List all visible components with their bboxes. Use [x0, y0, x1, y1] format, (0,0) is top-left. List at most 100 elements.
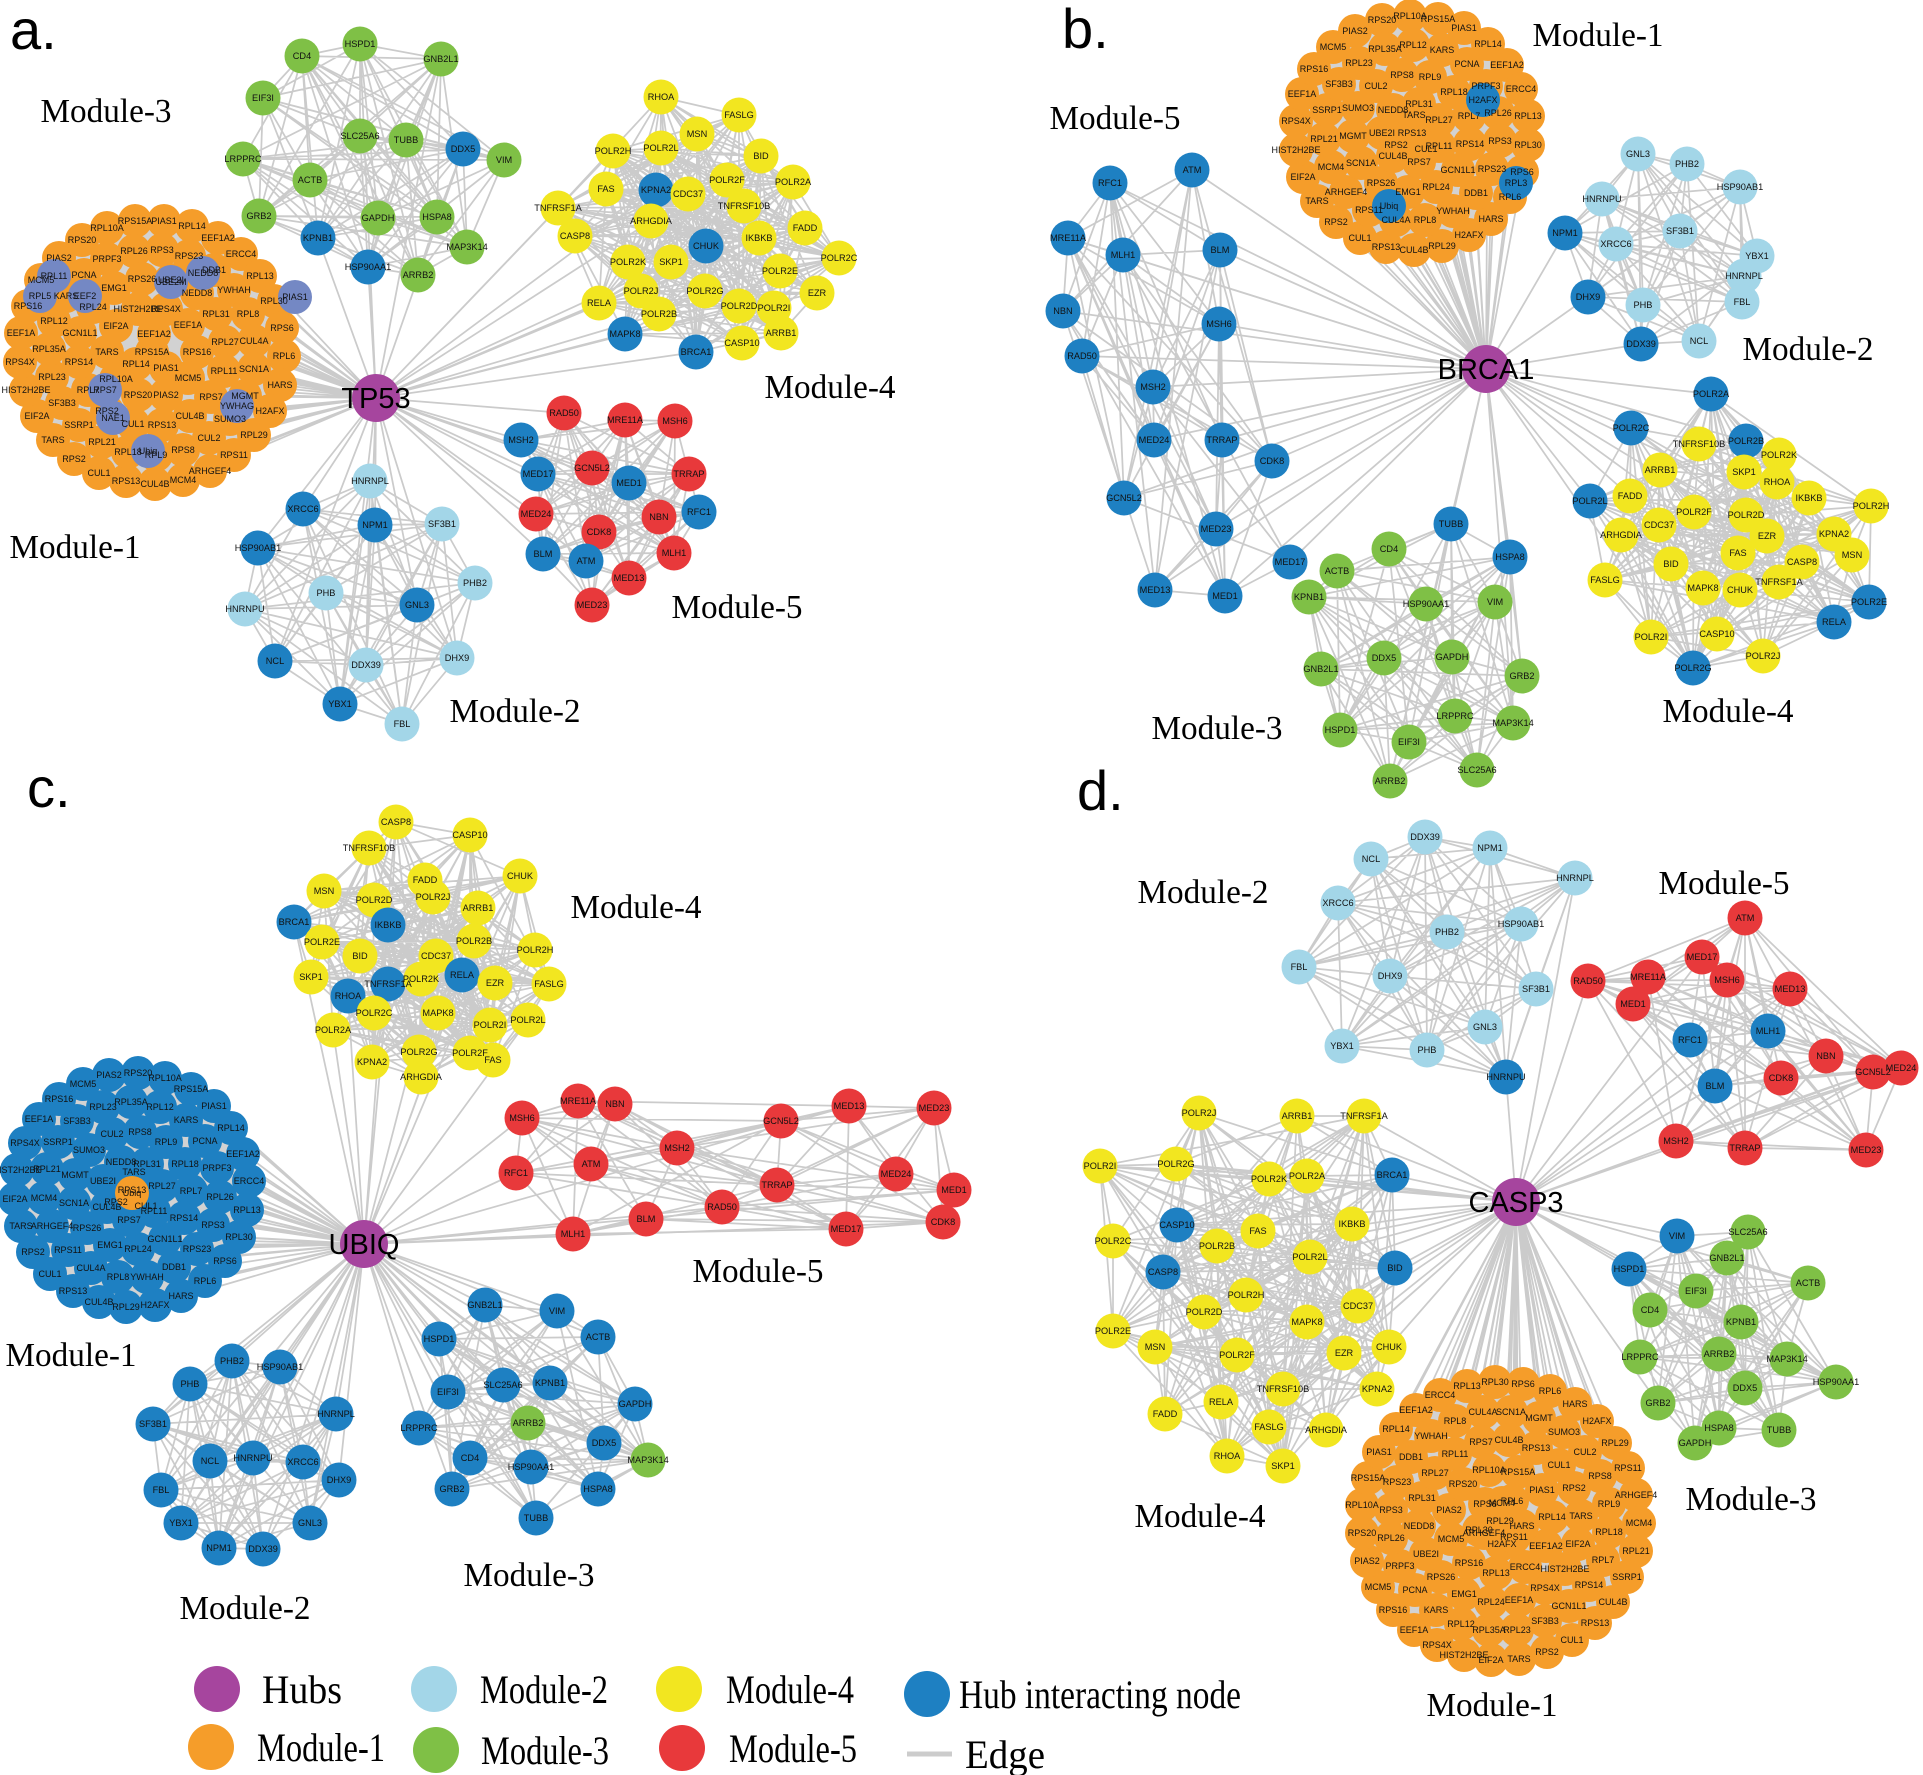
svg-text:ARHGEF4: ARHGEF4 [189, 466, 232, 476]
svg-text:POLR2E: POLR2E [762, 266, 798, 276]
svg-text:RPL11: RPL11 [1442, 1449, 1469, 1459]
svg-text:TUBB: TUBB [1767, 1425, 1792, 1435]
svg-text:MED13: MED13 [1775, 984, 1806, 994]
svg-text:UBIQ: UBIQ [329, 1229, 400, 1261]
svg-text:CUL4B: CUL4B [1378, 151, 1407, 161]
svg-text:SSRP1: SSRP1 [64, 420, 94, 430]
svg-text:POLR2G: POLR2G [1674, 663, 1711, 673]
svg-text:RFC1: RFC1 [1098, 178, 1122, 188]
svg-text:RFC1: RFC1 [1678, 1035, 1702, 1045]
svg-text:NBN: NBN [649, 512, 668, 522]
svg-text:FADD: FADD [1618, 491, 1643, 501]
svg-text:RPL29: RPL29 [240, 430, 268, 440]
svg-text:Ubiq: Ubiq [1380, 201, 1399, 211]
svg-text:HSP90AA1: HSP90AA1 [1403, 599, 1449, 609]
svg-text:KPNA2: KPNA2 [1362, 1384, 1392, 1394]
svg-text:MED13: MED13 [1140, 585, 1171, 595]
svg-text:TNFRSF10B: TNFRSF10B [1257, 1384, 1310, 1394]
svg-text:POLR2F: POLR2F [1219, 1350, 1255, 1360]
svg-text:RPS7: RPS7 [199, 392, 223, 402]
svg-text:RPL7: RPL7 [1592, 1555, 1615, 1565]
svg-text:HSP90AB1: HSP90AB1 [235, 543, 281, 553]
svg-text:ARRB2: ARRB2 [513, 1418, 544, 1428]
svg-text:MRE11A: MRE11A [1050, 233, 1087, 243]
svg-text:MED13: MED13 [614, 573, 645, 583]
svg-text:RPS26: RPS26 [1367, 178, 1396, 188]
svg-text:MED23: MED23 [919, 1103, 950, 1113]
svg-text:CD4: CD4 [1641, 1305, 1659, 1315]
svg-text:MGMT: MGMT [231, 391, 259, 401]
svg-text:YWHAH: YWHAH [1436, 206, 1470, 216]
svg-text:RPS3: RPS3 [150, 245, 174, 255]
svg-text:POLR2A: POLR2A [1289, 1171, 1326, 1181]
svg-text:PIAS2: PIAS2 [96, 1070, 122, 1080]
svg-text:RPS26: RPS26 [73, 1223, 102, 1233]
svg-text:PHB2: PHB2 [220, 1356, 244, 1366]
svg-text:EEF1A2: EEF1A2 [1399, 1405, 1433, 1415]
svg-text:CD4: CD4 [1380, 544, 1398, 554]
svg-text:RPS4X: RPS4X [1530, 1583, 1560, 1593]
svg-text:DDX39: DDX39 [1410, 832, 1440, 842]
svg-text:RPS13: RPS13 [1398, 128, 1427, 138]
svg-text:LRPPRC: LRPPRC [1621, 1352, 1659, 1362]
svg-text:LRPPRC: LRPPRC [1436, 711, 1474, 721]
svg-text:UBE2I: UBE2I [158, 275, 184, 285]
svg-text:Module-1: Module-1 [6, 1337, 137, 1374]
svg-text:HSPD1: HSPD1 [1614, 1264, 1645, 1274]
svg-text:POLR2D: POLR2D [1186, 1307, 1223, 1317]
svg-text:GCN1L1: GCN1L1 [1440, 165, 1475, 175]
svg-text:EIF2A: EIF2A [24, 411, 49, 421]
svg-text:HARS: HARS [267, 380, 292, 390]
svg-text:POLR2K: POLR2K [610, 257, 647, 267]
svg-text:BID: BID [1387, 1263, 1403, 1273]
svg-text:NAE1: NAE1 [101, 413, 125, 423]
svg-text:RPS16: RPS16 [14, 301, 43, 311]
svg-text:NCL: NCL [1690, 336, 1708, 346]
svg-text:DHX9: DHX9 [327, 1475, 352, 1485]
svg-text:SCN1A: SCN1A [1346, 158, 1376, 168]
svg-text:RPS13: RPS13 [148, 420, 177, 430]
svg-text:RPS14: RPS14 [170, 1213, 199, 1223]
svg-text:MSN: MSN [1145, 1342, 1165, 1352]
svg-text:RPL29: RPL29 [112, 1302, 140, 1312]
svg-text:RHOA: RHOA [335, 991, 362, 1001]
svg-text:CUL1: CUL1 [1547, 1460, 1570, 1470]
svg-text:DDB1: DDB1 [162, 1262, 186, 1272]
svg-text:RPL18: RPL18 [1595, 1527, 1623, 1537]
svg-text:MRE11A: MRE11A [1630, 972, 1667, 982]
svg-text:SF3B1: SF3B1 [1522, 984, 1550, 994]
svg-text:MED1: MED1 [616, 478, 642, 488]
svg-text:Module-4: Module-4 [726, 1667, 854, 1712]
svg-text:RPS3: RPS3 [1379, 1505, 1403, 1515]
svg-text:FAS: FAS [1249, 1226, 1266, 1236]
svg-text:HNRNPL: HNRNPL [1556, 873, 1594, 883]
svg-text:RPL21: RPL21 [88, 437, 116, 447]
svg-text:RPL24: RPL24 [124, 1244, 152, 1254]
svg-text:MCM5: MCM5 [1438, 1534, 1465, 1544]
svg-text:MSH2: MSH2 [664, 1143, 690, 1153]
svg-text:SKP1: SKP1 [659, 257, 683, 267]
svg-text:RPS16: RPS16 [45, 1094, 74, 1104]
svg-text:EEF1A: EEF1A [25, 1114, 54, 1124]
svg-text:MSH2: MSH2 [508, 435, 534, 445]
svg-text:CUL2: CUL2 [1364, 81, 1387, 91]
svg-text:FAS: FAS [1729, 548, 1746, 558]
svg-text:ACTB: ACTB [586, 1332, 611, 1342]
svg-text:RPL26: RPL26 [1377, 1533, 1405, 1543]
svg-text:RAD50: RAD50 [707, 1202, 737, 1212]
svg-text:Module-5: Module-5 [693, 1253, 824, 1290]
svg-text:YWHAH: YWHAH [217, 285, 251, 295]
svg-text:NPM1: NPM1 [362, 520, 388, 530]
svg-text:CHUK: CHUK [693, 241, 720, 251]
svg-text:ARRB1: ARRB1 [1282, 1111, 1313, 1121]
svg-text:BRCA1: BRCA1 [1438, 354, 1535, 386]
svg-text:DDX5: DDX5 [451, 144, 476, 154]
svg-text:RPL3: RPL3 [1505, 178, 1528, 188]
svg-text:Ubiq: Ubiq [123, 1188, 142, 1198]
svg-text:IKBKB: IKBKB [1795, 493, 1822, 503]
svg-text:RPL7: RPL7 [180, 1186, 203, 1196]
svg-text:EEF1A2: EEF1A2 [201, 233, 235, 243]
svg-text:POLR2H: POLR2H [517, 945, 554, 955]
svg-text:KPNB1: KPNB1 [1294, 592, 1324, 602]
svg-text:Module-3: Module-3 [481, 1728, 609, 1773]
